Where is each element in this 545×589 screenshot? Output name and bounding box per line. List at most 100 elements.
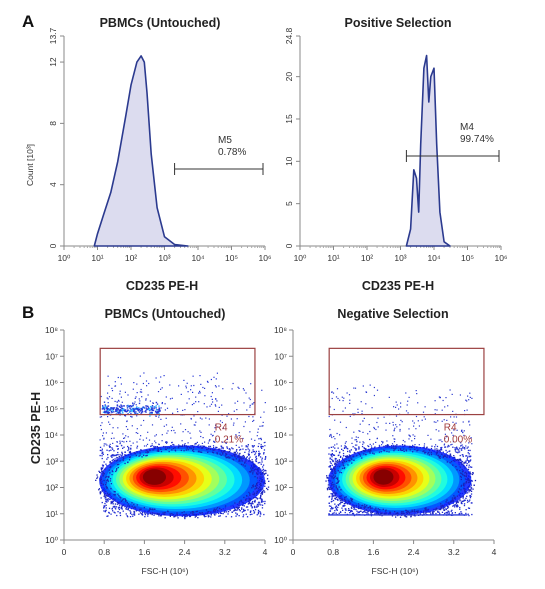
event-point	[124, 498, 126, 500]
event-point	[106, 495, 108, 497]
event-point	[448, 512, 450, 514]
event-point	[193, 511, 195, 513]
event-point	[109, 461, 111, 463]
event-point	[112, 500, 114, 503]
y-tick-label: 0	[284, 243, 294, 248]
event-point	[330, 453, 332, 456]
event-point	[161, 387, 163, 389]
event-point	[117, 454, 119, 456]
event-point	[134, 401, 136, 403]
event-point	[356, 444, 358, 446]
event-point	[113, 459, 115, 462]
event-point	[259, 511, 261, 513]
event-point	[149, 449, 151, 452]
event-point	[235, 512, 237, 514]
event-point	[117, 466, 119, 469]
event-point	[441, 446, 443, 449]
event-point	[251, 403, 253, 405]
event-point	[249, 406, 251, 408]
event-point	[140, 412, 143, 414]
event-point	[351, 437, 353, 439]
event-point	[383, 416, 385, 418]
event-point	[418, 444, 420, 446]
event-point	[137, 407, 139, 410]
event-point	[460, 511, 462, 513]
event-point	[466, 501, 469, 503]
event-point	[261, 493, 263, 495]
event-point	[340, 511, 342, 514]
event-point	[470, 487, 473, 489]
event-point	[242, 504, 244, 507]
event-point	[139, 375, 141, 377]
event-point	[189, 515, 191, 517]
event-point	[123, 408, 125, 410]
event-point	[267, 488, 269, 491]
y-tick-label: 10⁶	[274, 378, 287, 388]
event-point	[221, 414, 223, 416]
event-point	[197, 444, 199, 447]
event-point	[367, 445, 369, 447]
event-point	[419, 513, 421, 515]
y-tick-label: 10⁴	[274, 430, 287, 440]
event-point	[111, 411, 113, 414]
event-point	[106, 501, 108, 503]
event-point	[331, 458, 333, 461]
event-point	[252, 403, 254, 405]
event-point	[260, 446, 262, 448]
event-point	[213, 508, 215, 510]
event-point	[103, 437, 105, 439]
event-point	[200, 512, 202, 514]
event-point	[159, 409, 161, 412]
event-point	[136, 504, 138, 506]
event-point	[176, 513, 178, 516]
event-point	[221, 450, 223, 452]
event-point	[331, 464, 333, 466]
event-point	[184, 443, 186, 445]
event-point	[111, 390, 114, 392]
event-point	[176, 515, 178, 517]
event-point	[136, 406, 138, 408]
event-point	[125, 499, 127, 502]
event-point	[455, 448, 457, 450]
event-point	[102, 411, 105, 413]
event-point	[259, 456, 262, 458]
event-point	[260, 473, 262, 476]
event-point	[111, 447, 113, 449]
event-point	[214, 385, 217, 387]
x-tick-label: 0	[291, 547, 296, 557]
event-point	[145, 407, 148, 409]
event-point	[136, 445, 139, 447]
event-point	[146, 408, 148, 411]
event-point	[172, 443, 174, 446]
event-point	[135, 411, 137, 413]
event-point	[233, 410, 235, 412]
event-point	[222, 448, 224, 450]
event-point	[147, 405, 149, 408]
event-point	[152, 402, 154, 404]
event-point	[118, 456, 120, 458]
event-point	[253, 511, 256, 513]
event-point	[163, 512, 166, 514]
event-point	[107, 402, 109, 404]
event-point	[111, 470, 114, 472]
event-point	[458, 447, 461, 449]
event-point	[261, 504, 264, 506]
y-tick-label: 10⁸	[274, 325, 287, 335]
event-point	[262, 488, 264, 490]
event-point	[122, 433, 124, 435]
event-point	[112, 458, 114, 461]
event-point	[348, 394, 351, 396]
event-point	[222, 453, 224, 455]
event-point	[259, 502, 261, 504]
event-point	[120, 383, 122, 385]
event-point	[263, 470, 265, 472]
event-point	[168, 450, 170, 453]
event-point	[258, 468, 260, 470]
event-point	[134, 413, 137, 415]
event-point	[460, 442, 462, 444]
event-point	[144, 514, 147, 516]
event-point	[249, 493, 251, 495]
event-point	[110, 513, 112, 515]
event-point	[115, 410, 117, 413]
event-point	[401, 421, 403, 423]
